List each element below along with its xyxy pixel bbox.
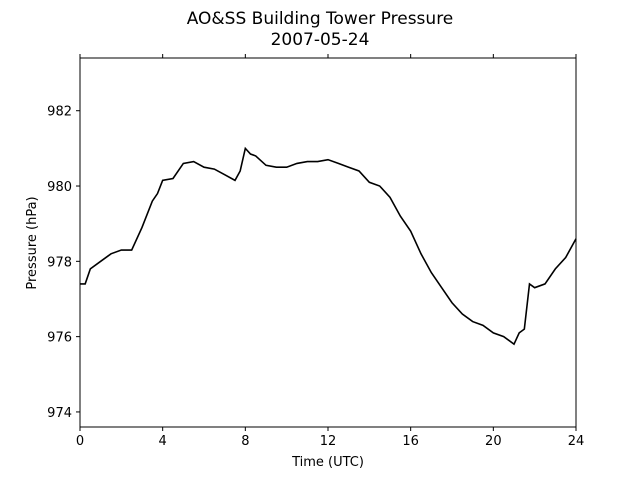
chart-title: AO&SS Building Tower Pressure: [187, 9, 454, 29]
y-axis-label: Pressure (hPa): [25, 196, 40, 289]
x-tick-label: 20: [485, 434, 502, 449]
line: [80, 146, 577, 346]
plot-frame: [79, 57, 577, 428]
x-tick-label: 0: [76, 434, 84, 449]
chart-subtitle: 2007-05-24: [271, 30, 370, 50]
x-tick-label: 12: [320, 434, 337, 449]
y-tick-label: 978: [47, 255, 72, 270]
y-tick-label: 980: [47, 180, 72, 195]
x-axis-label: Time (UTC): [291, 455, 364, 470]
y-tick-label: 982: [47, 105, 72, 120]
x-tick-label: 4: [159, 434, 167, 449]
x-tick-label: 8: [241, 434, 249, 449]
y-tick-label: 976: [47, 331, 72, 346]
x-tick-label: 16: [402, 434, 419, 449]
x-tick-label: 24: [568, 434, 585, 449]
y-tick-label: 974: [47, 406, 72, 421]
